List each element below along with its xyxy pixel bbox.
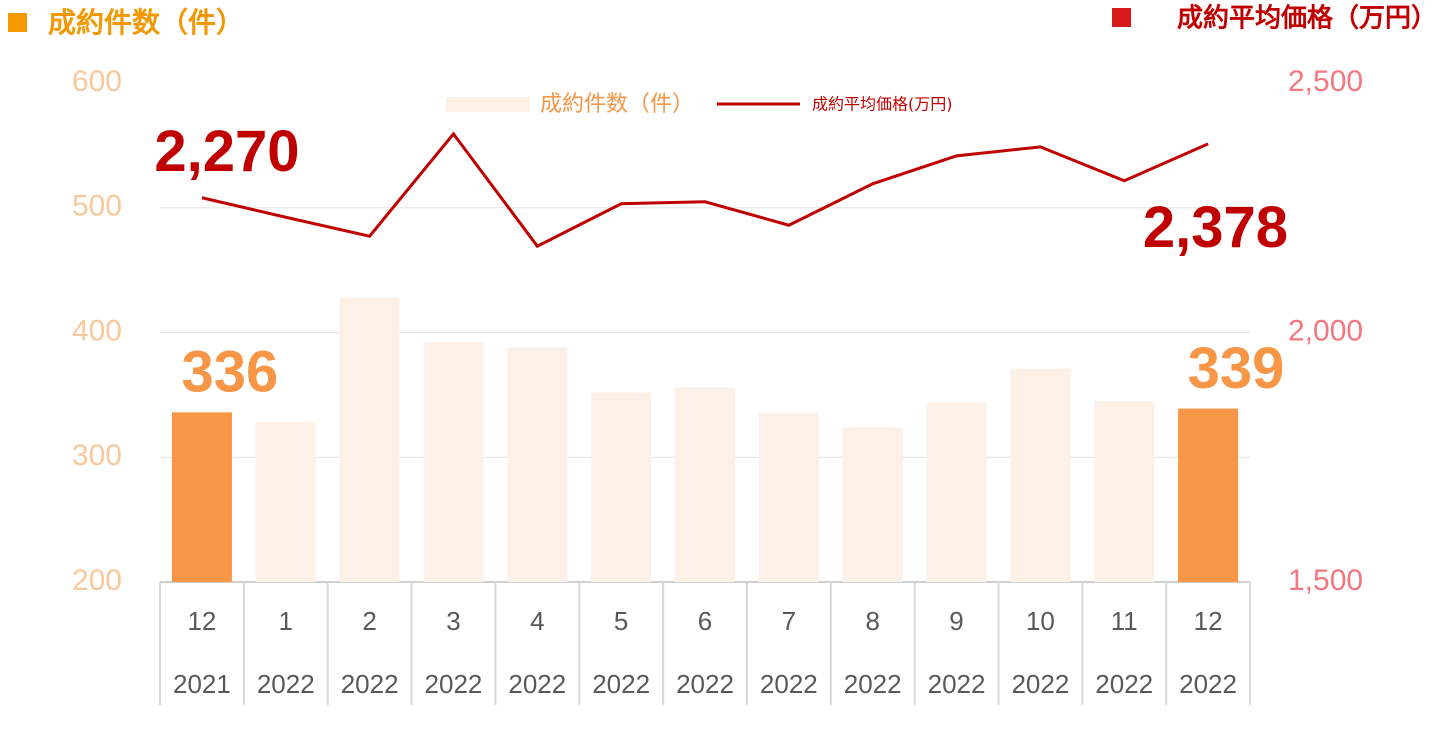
x-tick-label-year: 2022 <box>1095 669 1153 699</box>
bar <box>1010 368 1071 582</box>
bar <box>423 342 484 582</box>
x-tick-label-year: 2022 <box>1179 669 1237 699</box>
x-tick-label: 12 <box>187 606 216 636</box>
y-tick-label: 300 <box>72 439 122 472</box>
bar <box>675 387 735 582</box>
x-tick-label-year: 2022 <box>592 669 650 699</box>
y-tick-label: 400 <box>72 314 122 347</box>
bar-value-label: 336 <box>182 340 279 405</box>
x-tick-label-year: 2022 <box>508 669 566 699</box>
bar <box>1094 401 1155 582</box>
x-tick-label: 2 <box>362 606 376 636</box>
y2-tick-label: 1,500 <box>1288 564 1363 597</box>
x-tick-label: 3 <box>446 606 460 636</box>
x-tick-label-year: 2021 <box>173 669 231 699</box>
bar <box>339 297 400 582</box>
x-tick-label-year: 2022 <box>1011 669 1069 699</box>
y2-tick-label: 2,500 <box>1288 65 1363 98</box>
bar <box>255 422 316 582</box>
line <box>201 131 1209 249</box>
line-value-label: 2,378 <box>1143 195 1288 260</box>
y-tick-label: 500 <box>72 190 122 223</box>
bar-value-label: 339 <box>1188 336 1285 401</box>
x-tick-label: 11 <box>1111 606 1138 636</box>
y2-tick-label: 2,000 <box>1288 314 1363 347</box>
x-tick-label-year: 2022 <box>928 669 986 699</box>
x-tick-label: 1 <box>279 606 293 636</box>
right-axis-title: 成約平均価格（万円） <box>1177 3 1437 34</box>
left-title-marker <box>8 13 27 32</box>
x-tick-label: 7 <box>782 606 796 636</box>
bar <box>842 427 903 582</box>
legend-label: 成約平均価格(万円) <box>812 95 953 114</box>
x-tick-label: 8 <box>865 606 879 636</box>
x-tick-label: 10 <box>1026 606 1055 636</box>
x-tick-label-year: 2022 <box>425 669 483 699</box>
x-tick-label-year: 2022 <box>760 669 818 699</box>
line-value-label: 2,270 <box>154 119 299 184</box>
x-tick-label-year: 2022 <box>844 669 902 699</box>
x-tick-label: 9 <box>949 606 963 636</box>
x-tick-label: 5 <box>614 606 628 636</box>
y-tick-label: 200 <box>72 564 122 597</box>
bar <box>591 392 652 582</box>
x-tick-label-year: 2022 <box>341 669 399 699</box>
bar <box>1178 408 1239 582</box>
bar <box>507 347 568 582</box>
left-axis-title: 成約件数（件） <box>48 6 244 39</box>
x-tick-label: 6 <box>698 606 712 636</box>
bar <box>926 402 987 582</box>
bar <box>758 412 819 582</box>
x-tick-label-year: 2022 <box>676 669 734 699</box>
x-tick-label-year: 2022 <box>257 669 315 699</box>
y-tick-label: 600 <box>72 65 122 98</box>
x-tick-label: 4 <box>530 606 544 636</box>
bar <box>171 412 232 582</box>
right-title-marker <box>1112 8 1131 27</box>
legend-swatch <box>446 97 530 112</box>
x-tick-label: 12 <box>1194 606 1223 636</box>
legend-label: 成約件数（件） <box>540 92 694 117</box>
